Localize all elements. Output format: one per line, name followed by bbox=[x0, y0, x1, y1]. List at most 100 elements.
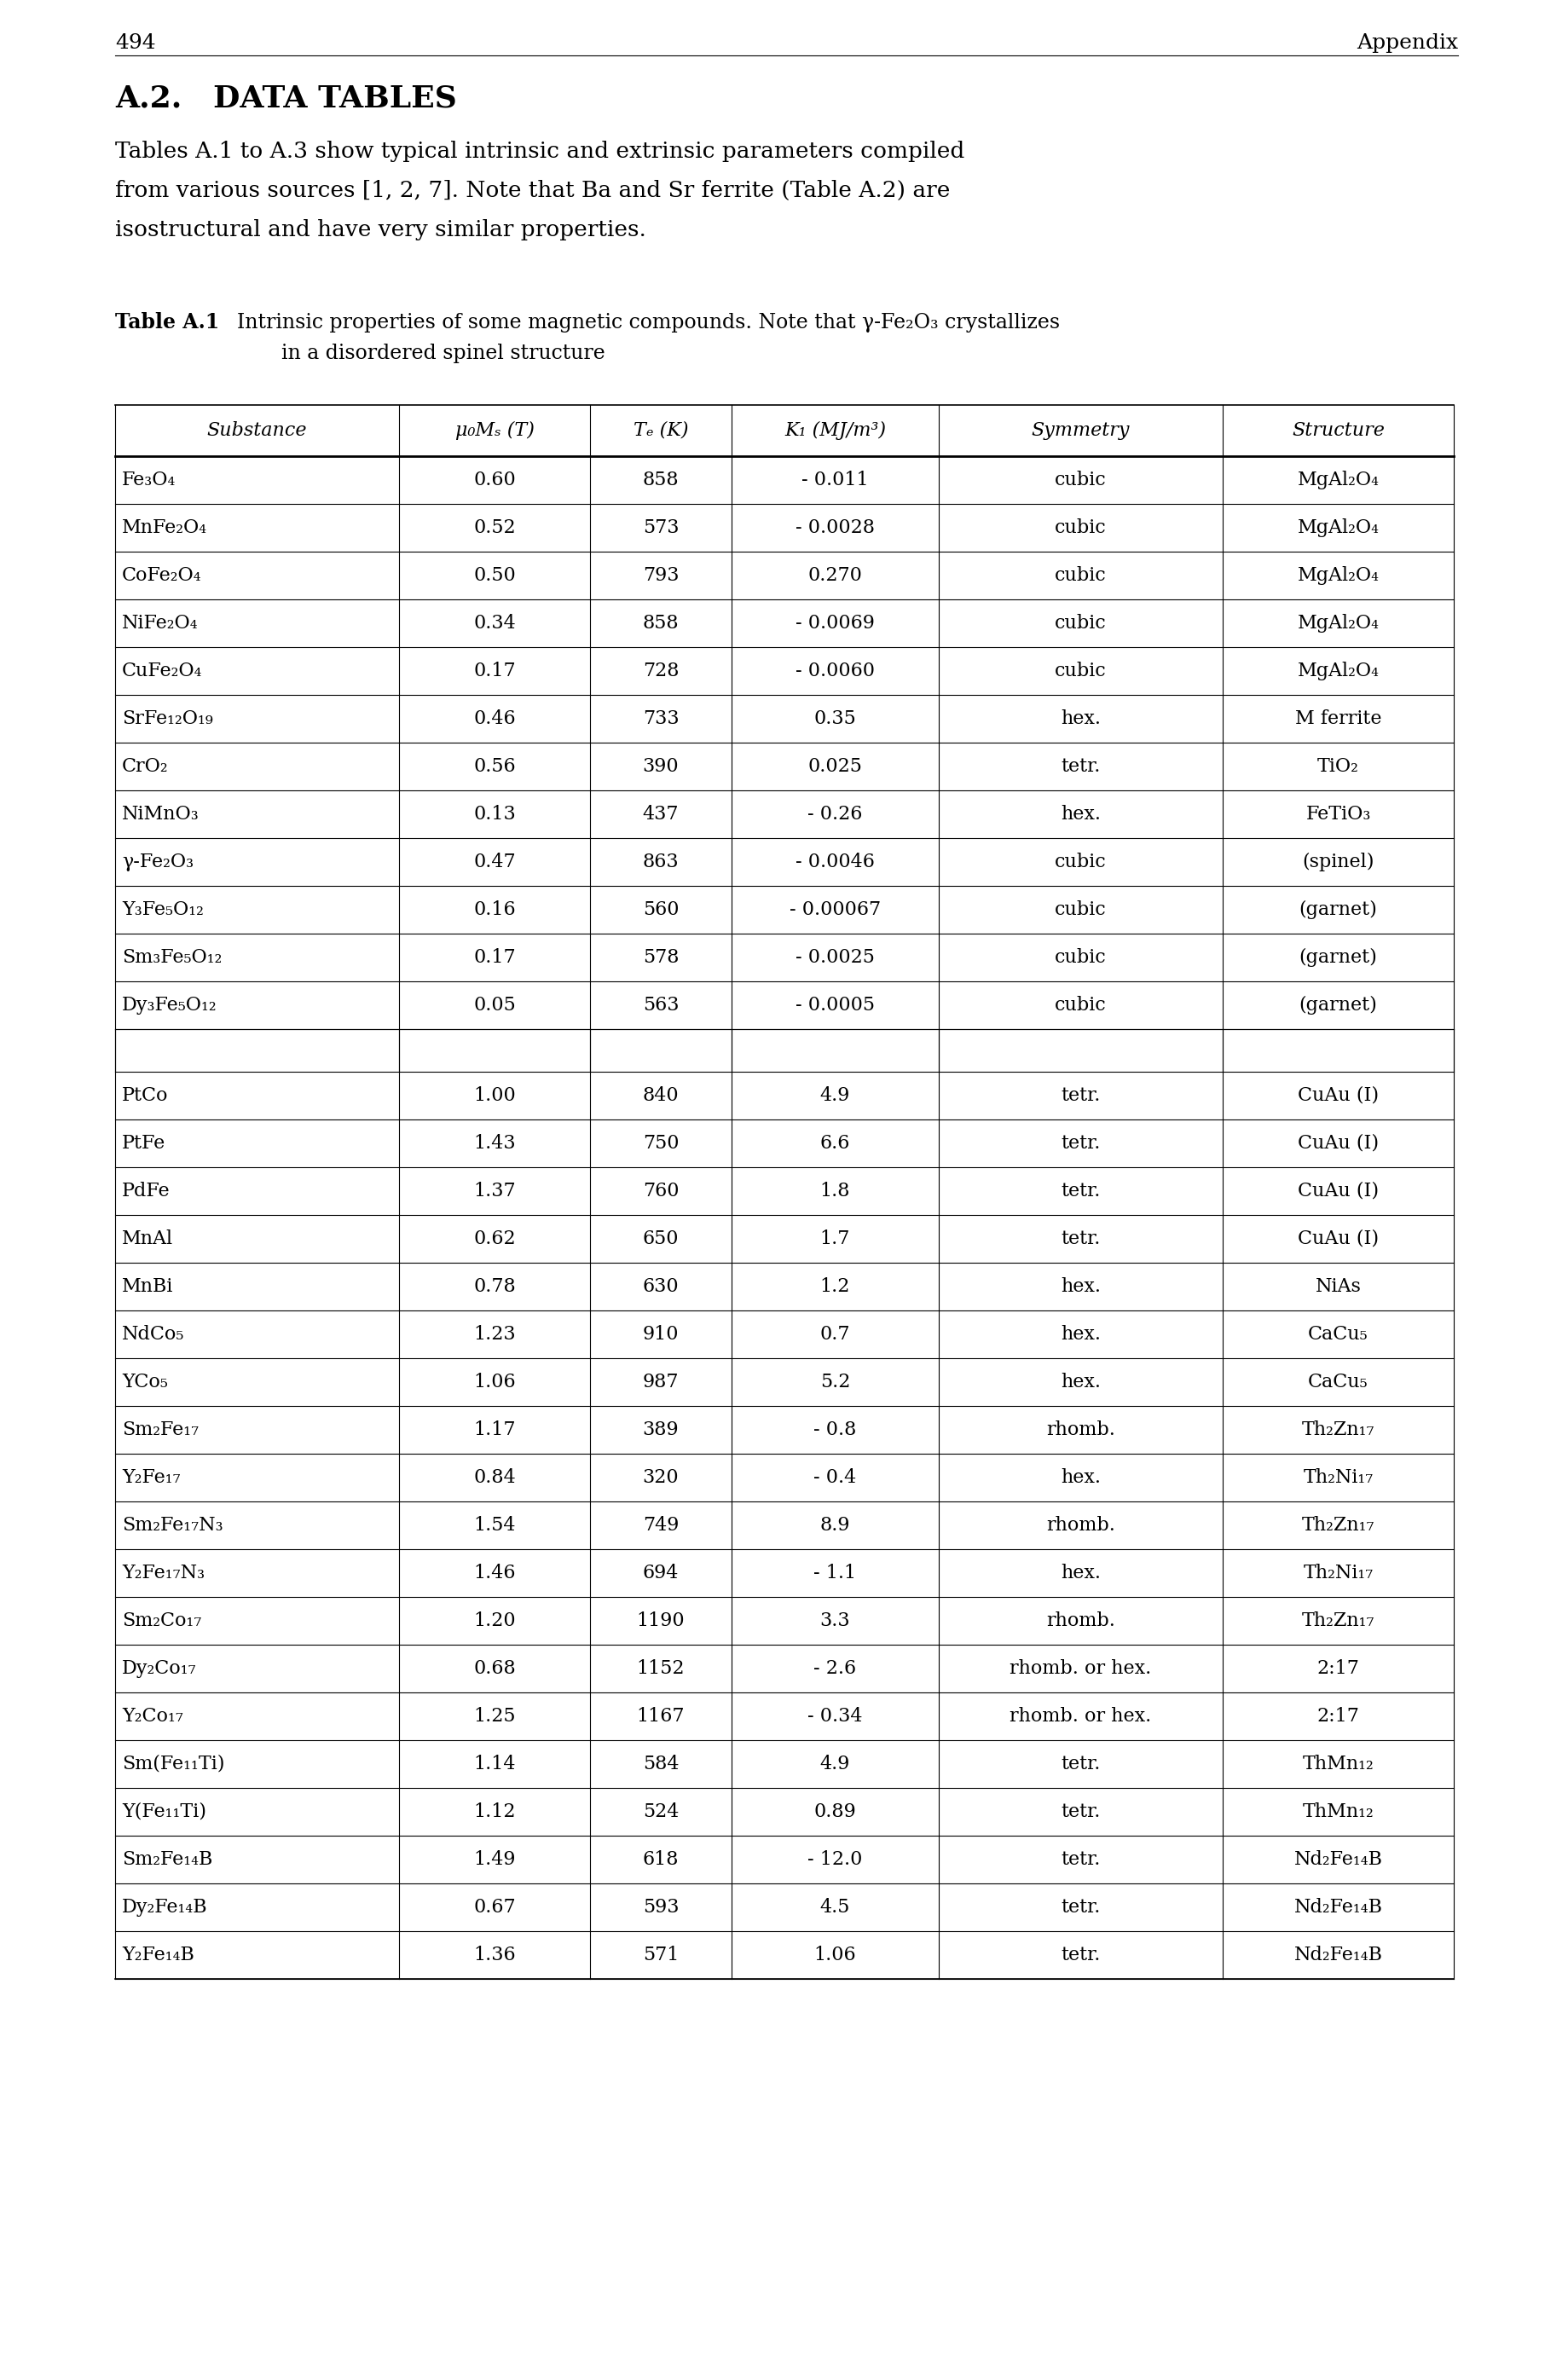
Text: 1.06: 1.06 bbox=[814, 1945, 856, 1964]
Text: Th₂Zn₁₇: Th₂Zn₁₇ bbox=[1301, 1420, 1375, 1439]
Text: 987: 987 bbox=[643, 1372, 679, 1391]
Text: Tables A.1 to A.3 show typical intrinsic and extrinsic parameters compiled: Tables A.1 to A.3 show typical intrinsic… bbox=[114, 140, 964, 161]
Text: - 2.6: - 2.6 bbox=[814, 1659, 856, 1677]
Text: MnBi: MnBi bbox=[122, 1278, 174, 1297]
Text: 750: 750 bbox=[643, 1133, 679, 1152]
Text: tetr.: tetr. bbox=[1062, 1230, 1101, 1249]
Text: tetr.: tetr. bbox=[1062, 1133, 1101, 1152]
Text: Structure: Structure bbox=[1292, 421, 1385, 440]
Text: Nd₂Fe₁₄B: Nd₂Fe₁₄B bbox=[1294, 1945, 1383, 1964]
Text: 1.7: 1.7 bbox=[820, 1230, 850, 1249]
Text: 1.17: 1.17 bbox=[474, 1420, 516, 1439]
Text: 0.17: 0.17 bbox=[474, 949, 516, 968]
Text: 0.50: 0.50 bbox=[474, 565, 516, 584]
Text: (garnet): (garnet) bbox=[1298, 949, 1377, 968]
Text: MnAl: MnAl bbox=[122, 1230, 172, 1249]
Text: cubic: cubic bbox=[1055, 949, 1107, 968]
Text: Sm₂Fe₁₄B: Sm₂Fe₁₄B bbox=[122, 1850, 213, 1869]
Text: 563: 563 bbox=[643, 996, 679, 1015]
Text: Symmetry: Symmetry bbox=[1032, 421, 1131, 440]
Text: - 0.8: - 0.8 bbox=[814, 1420, 856, 1439]
Text: CuAu (I): CuAu (I) bbox=[1298, 1133, 1378, 1152]
Text: 650: 650 bbox=[643, 1230, 679, 1249]
Text: 863: 863 bbox=[643, 852, 679, 871]
Text: hex.: hex. bbox=[1060, 1325, 1101, 1344]
Text: 0.7: 0.7 bbox=[820, 1325, 850, 1344]
Text: MnFe₂O₄: MnFe₂O₄ bbox=[122, 518, 207, 537]
Text: γ-Fe₂O₃: γ-Fe₂O₃ bbox=[122, 852, 194, 871]
Text: A.2.: A.2. bbox=[114, 83, 182, 114]
Text: Tₑ (K): Tₑ (K) bbox=[633, 421, 688, 440]
Text: 437: 437 bbox=[643, 804, 679, 823]
Text: tetr.: tetr. bbox=[1062, 1898, 1101, 1916]
Text: 1.14: 1.14 bbox=[474, 1756, 516, 1774]
Text: 2:17: 2:17 bbox=[1317, 1659, 1359, 1677]
Text: 1.36: 1.36 bbox=[474, 1945, 516, 1964]
Text: CuAu (I): CuAu (I) bbox=[1298, 1230, 1378, 1249]
Text: Nd₂Fe₁₄B: Nd₂Fe₁₄B bbox=[1294, 1898, 1383, 1916]
Text: rhomb.: rhomb. bbox=[1046, 1611, 1115, 1630]
Text: 1.54: 1.54 bbox=[474, 1517, 516, 1536]
Text: 3.3: 3.3 bbox=[820, 1611, 850, 1630]
Text: 4.5: 4.5 bbox=[820, 1898, 850, 1916]
Text: Sm₃Fe₅O₁₂: Sm₃Fe₅O₁₂ bbox=[122, 949, 223, 968]
Text: from various sources [1, 2, 7]. Note that Ba and Sr ferrite (Table A.2) are: from various sources [1, 2, 7]. Note tha… bbox=[114, 180, 950, 201]
Text: hex.: hex. bbox=[1060, 1372, 1101, 1391]
Text: TiO₂: TiO₂ bbox=[1317, 757, 1359, 776]
Text: 0.52: 0.52 bbox=[474, 518, 516, 537]
Text: 733: 733 bbox=[643, 710, 679, 729]
Text: 4.9: 4.9 bbox=[820, 1756, 850, 1774]
Text: 1.12: 1.12 bbox=[474, 1803, 516, 1822]
Text: Th₂Zn₁₇: Th₂Zn₁₇ bbox=[1301, 1611, 1375, 1630]
Text: 858: 858 bbox=[643, 471, 679, 490]
Text: 728: 728 bbox=[643, 662, 679, 681]
Text: - 0.4: - 0.4 bbox=[814, 1469, 856, 1486]
Text: 1.06: 1.06 bbox=[474, 1372, 516, 1391]
Text: K₁ (MJ/m³): K₁ (MJ/m³) bbox=[784, 421, 886, 440]
Text: 6.6: 6.6 bbox=[820, 1133, 850, 1152]
Text: 0.05: 0.05 bbox=[474, 996, 516, 1015]
Text: tetr.: tetr. bbox=[1062, 1756, 1101, 1774]
Text: - 0.00067: - 0.00067 bbox=[790, 901, 881, 918]
Text: 8.9: 8.9 bbox=[820, 1517, 850, 1536]
Text: Y₂Fe₁₇N₃: Y₂Fe₁₇N₃ bbox=[122, 1564, 205, 1583]
Text: Fe₃O₄: Fe₃O₄ bbox=[122, 471, 176, 490]
Text: - 0.011: - 0.011 bbox=[801, 471, 869, 490]
Text: 0.13: 0.13 bbox=[474, 804, 516, 823]
Text: cubic: cubic bbox=[1055, 471, 1107, 490]
Text: MgAl₂O₄: MgAl₂O₄ bbox=[1297, 613, 1380, 632]
Text: MgAl₂O₄: MgAl₂O₄ bbox=[1297, 565, 1380, 584]
Text: 0.34: 0.34 bbox=[474, 613, 516, 632]
Text: Th₂Ni₁₇: Th₂Ni₁₇ bbox=[1303, 1564, 1374, 1583]
Text: Table A.1: Table A.1 bbox=[114, 312, 220, 334]
Text: cubic: cubic bbox=[1055, 996, 1107, 1015]
Text: Y₂Co₁₇: Y₂Co₁₇ bbox=[122, 1706, 183, 1725]
Text: 0.60: 0.60 bbox=[474, 471, 516, 490]
Text: 0.68: 0.68 bbox=[474, 1659, 516, 1677]
Text: 573: 573 bbox=[643, 518, 679, 537]
Text: 840: 840 bbox=[643, 1086, 679, 1105]
Text: 858: 858 bbox=[643, 613, 679, 632]
Text: 630: 630 bbox=[643, 1278, 679, 1297]
Text: 320: 320 bbox=[643, 1469, 679, 1486]
Text: CuAu (I): CuAu (I) bbox=[1298, 1086, 1378, 1105]
Text: - 12.0: - 12.0 bbox=[808, 1850, 862, 1869]
Text: tetr.: tetr. bbox=[1062, 757, 1101, 776]
Text: hex.: hex. bbox=[1060, 1278, 1101, 1297]
Text: hex.: hex. bbox=[1060, 804, 1101, 823]
Text: Y₃Fe₅O₁₂: Y₃Fe₅O₁₂ bbox=[122, 901, 204, 918]
Text: - 1.1: - 1.1 bbox=[814, 1564, 856, 1583]
Text: cubic: cubic bbox=[1055, 901, 1107, 918]
Text: 524: 524 bbox=[643, 1803, 679, 1822]
Text: 1.8: 1.8 bbox=[820, 1181, 850, 1200]
Text: CaCu₅: CaCu₅ bbox=[1308, 1325, 1369, 1344]
Text: tetr.: tetr. bbox=[1062, 1181, 1101, 1200]
Text: DATA TABLES: DATA TABLES bbox=[213, 83, 456, 114]
Text: - 0.0060: - 0.0060 bbox=[795, 662, 875, 681]
Text: Sm₂Fe₁₇: Sm₂Fe₁₇ bbox=[122, 1420, 199, 1439]
Text: 389: 389 bbox=[643, 1420, 679, 1439]
Text: 0.16: 0.16 bbox=[474, 901, 516, 918]
Text: hex.: hex. bbox=[1060, 1564, 1101, 1583]
Text: cubic: cubic bbox=[1055, 518, 1107, 537]
Text: 593: 593 bbox=[643, 1898, 679, 1916]
